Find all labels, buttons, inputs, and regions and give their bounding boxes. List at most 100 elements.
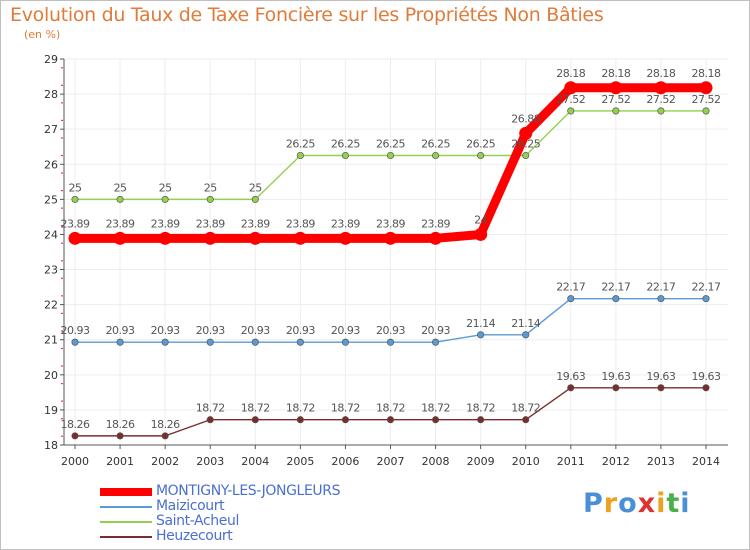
x-tick-label: 2003 xyxy=(196,455,224,468)
data-label-maizicourt: 20.93 xyxy=(151,324,180,337)
data-point-heuzecourt xyxy=(612,384,620,392)
data-point-saint-acheul xyxy=(657,107,665,115)
legend-swatch xyxy=(100,488,152,496)
data-label-montigny-les-jongleurs: 23.89 xyxy=(286,217,315,230)
data-point-maizicourt xyxy=(567,295,575,303)
line-chart: 18 19 20 21 22 23 24 25 26 27 28 29 2000 2001 2002 2003… xyxy=(44,53,728,468)
x-tick-label: 2010 xyxy=(512,455,540,468)
data-point-saint-acheul xyxy=(477,151,485,160)
proxiti-logo: Proxiti xyxy=(583,488,691,519)
data-label-heuzecourt: 18.26 xyxy=(151,418,180,431)
y-tick-label: 19 xyxy=(44,404,58,417)
data-point-heuzecourt xyxy=(432,416,440,424)
x-tick-label: 2011 xyxy=(557,455,585,468)
data-label-saint-acheul: 26.25 xyxy=(511,138,540,151)
x-tick-label: 2005 xyxy=(286,455,314,468)
x-tick-label: 2014 xyxy=(692,455,720,468)
data-point-montigny-les-jongleurs xyxy=(474,227,488,241)
data-label-saint-acheul: 26.25 xyxy=(466,138,495,151)
x-tick-label: 2000 xyxy=(61,455,89,468)
chart-subtitle: (en %) xyxy=(24,28,61,41)
data-point-montigny-les-jongleurs xyxy=(699,81,713,95)
data-label-heuzecourt: 19.63 xyxy=(646,370,675,383)
legend-label: MONTIGNY-LES-JONGLEURS xyxy=(156,483,341,499)
data-point-heuzecourt xyxy=(161,432,169,440)
data-point-montigny-les-jongleurs xyxy=(113,231,127,245)
data-point-montigny-les-jongleurs xyxy=(68,231,82,245)
x-tick-label: 2007 xyxy=(377,455,405,468)
data-point-montigny-les-jongleurs xyxy=(654,81,668,95)
x-tick-label: 2012 xyxy=(602,455,630,468)
x-tick-label: 2001 xyxy=(106,455,134,468)
data-label-heuzecourt: 18.26 xyxy=(61,418,90,431)
logo-letter: i xyxy=(680,488,691,519)
data-label-montigny-les-jongleurs: 23.89 xyxy=(421,217,450,230)
data-label-montigny-les-jongleurs: 23.89 xyxy=(151,217,180,230)
data-label-maizicourt: 21.14 xyxy=(511,317,540,330)
data-point-maizicourt xyxy=(386,338,395,346)
x-tick-label: 2013 xyxy=(647,455,675,468)
data-label-maizicourt: 20.93 xyxy=(106,324,135,337)
logo-letter: P xyxy=(583,488,604,519)
x-tick-label: 2006 xyxy=(331,455,359,468)
legend-label: Heuzecourt xyxy=(156,528,233,544)
data-label-heuzecourt: 18.26 xyxy=(106,418,135,431)
data-point-heuzecourt xyxy=(657,384,665,392)
data-label-heuzecourt: 18.72 xyxy=(376,402,405,415)
data-point-montigny-les-jongleurs xyxy=(248,231,262,245)
data-point-heuzecourt xyxy=(567,384,575,392)
data-label-montigny-les-jongleurs: 23.89 xyxy=(241,217,270,230)
logo-letter: i xyxy=(656,488,667,519)
x-tick-label: 2008 xyxy=(422,455,450,468)
data-label-heuzecourt: 18.72 xyxy=(331,402,360,415)
data-point-saint-acheul xyxy=(251,195,259,203)
data-label-montigny-les-jongleurs: 23.89 xyxy=(331,217,360,230)
data-label-saint-acheul: 27.52 xyxy=(556,93,585,106)
data-label-montigny-les-jongleurs: 28.18 xyxy=(646,67,675,80)
data-point-heuzecourt xyxy=(522,416,530,424)
y-tick-label: 22 xyxy=(44,299,58,312)
data-label-montigny-les-jongleurs: 28.18 xyxy=(692,67,721,80)
data-label-montigny-les-jongleurs: 28.18 xyxy=(601,67,630,80)
data-point-maizicourt xyxy=(522,331,530,339)
legend-label: Maizicourt xyxy=(156,498,225,514)
y-tick-label: 27 xyxy=(44,123,58,136)
x-tick-label: 2009 xyxy=(467,455,495,468)
logo-letter: t xyxy=(666,488,681,519)
data-point-heuzecourt xyxy=(71,432,79,440)
logo-letter: r xyxy=(603,488,619,519)
data-point-maizicourt xyxy=(161,338,169,346)
data-label-heuzecourt: 18.72 xyxy=(421,402,450,415)
data-point-saint-acheul xyxy=(612,107,620,115)
data-point-saint-acheul xyxy=(296,151,304,160)
data-label-montigny-les-jongleurs: 23.89 xyxy=(196,217,225,230)
data-label-maizicourt: 20.93 xyxy=(331,324,360,337)
legend-label: Saint-Acheul xyxy=(156,513,239,529)
data-point-maizicourt xyxy=(251,338,259,346)
data-label-saint-acheul: 26.25 xyxy=(286,138,315,151)
data-label-saint-acheul: 27.52 xyxy=(601,93,630,106)
data-point-heuzecourt xyxy=(477,416,485,424)
data-label-maizicourt: 20.93 xyxy=(196,324,225,337)
data-label-heuzecourt: 18.72 xyxy=(286,402,315,415)
legend-swatch xyxy=(100,521,152,523)
data-label-heuzecourt: 18.72 xyxy=(196,402,225,415)
data-point-saint-acheul xyxy=(71,195,79,203)
data-point-saint-acheul xyxy=(702,107,710,115)
data-label-saint-acheul: 26.25 xyxy=(331,138,360,151)
data-point-saint-acheul xyxy=(206,195,214,203)
data-point-maizicourt xyxy=(612,295,620,303)
data-point-montigny-les-jongleurs xyxy=(158,231,172,245)
data-point-saint-acheul xyxy=(432,151,440,160)
data-point-heuzecourt xyxy=(206,416,214,424)
y-tick-label: 18 xyxy=(44,439,58,452)
x-tick-label: 2002 xyxy=(151,455,179,468)
logo-letter: o xyxy=(618,488,638,519)
data-label-maizicourt: 20.93 xyxy=(61,324,90,337)
data-label-saint-acheul: 25 xyxy=(249,181,262,194)
data-point-maizicourt xyxy=(116,338,124,346)
data-point-heuzecourt xyxy=(116,432,124,440)
data-point-saint-acheul xyxy=(522,151,530,160)
data-label-heuzecourt: 18.72 xyxy=(241,402,270,415)
data-label-heuzecourt: 19.63 xyxy=(692,370,721,383)
